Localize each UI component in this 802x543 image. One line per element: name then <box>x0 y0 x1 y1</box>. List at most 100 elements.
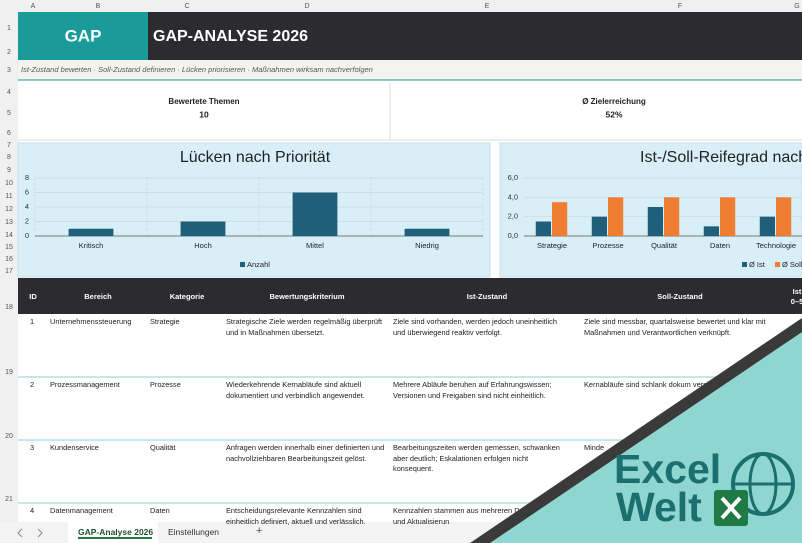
column-header: B <box>96 3 101 10</box>
row-number: 2 <box>7 49 11 56</box>
table-header: ID <box>29 292 37 301</box>
row-number: 9 <box>7 167 11 174</box>
row-number: 14 <box>5 232 13 239</box>
row-number: 15 <box>5 244 13 251</box>
table-cell: Mehrere Abläufe beruhen auf Erfahrungswi… <box>393 380 552 400</box>
table-cell: Minde <box>584 443 605 452</box>
bar <box>404 228 450 236</box>
x-tick-label: Hoch <box>194 241 212 250</box>
bar <box>703 226 719 236</box>
table-cell: Strategische Ziele werden regelmäßig übe… <box>226 317 383 337</box>
header-line: 0–5 <box>791 297 802 306</box>
table-cell: 2 <box>30 380 35 389</box>
row-number: 20 <box>5 433 13 440</box>
table-cell: Datenmanagement <box>50 506 113 515</box>
table-cell: 3 <box>30 443 35 452</box>
chart-title: Ist-/Soll-Reifegrad nach <box>640 149 802 166</box>
table-cell: Qualität <box>150 443 176 452</box>
x-tick-label: Strategie <box>537 241 567 250</box>
watermark-text: Welt <box>616 484 702 530</box>
table-cell: Strategie <box>150 317 180 326</box>
prev-sheet-icon[interactable] <box>17 528 23 538</box>
row-number: 1 <box>7 25 11 32</box>
kpi-label: Bewertete Themen <box>168 97 239 106</box>
x-tick-label: Mittel <box>306 241 324 250</box>
header-line: Ist-Zustand <box>467 292 508 301</box>
legend-swatch <box>775 262 780 267</box>
header-line: Bereich <box>84 292 112 301</box>
next-sheet-icon[interactable] <box>37 528 43 538</box>
x-tick-label: Prozesse <box>592 241 623 250</box>
row-number: 18 <box>5 304 13 311</box>
add-sheet[interactable]: + <box>256 525 263 537</box>
table-header: Ist 0–5 <box>791 287 802 306</box>
kpi-value: 10 <box>199 109 209 119</box>
chart-box <box>17 142 491 278</box>
chart-title: Lücken nach Priorität <box>180 149 331 166</box>
table-cell: Entscheidungsrelevante Kennzahlen sind e… <box>226 506 366 526</box>
excel-icon <box>720 496 742 520</box>
column-header: F <box>678 3 682 10</box>
table-cell: Prozesse <box>150 380 181 389</box>
row-number: 5 <box>7 110 11 117</box>
column-header: A <box>31 3 36 10</box>
table-cell: 4 <box>30 506 35 515</box>
table-header: Bewertungskriterium <box>269 292 344 301</box>
table-cell: Wiederkehrende Kernabläufe sind aktuell … <box>226 380 365 400</box>
row-number: 8 <box>7 154 11 161</box>
header-line: Soll-Zustand <box>657 292 703 301</box>
table-cell: Ziele sind messbar, quartalsweise bewert… <box>584 317 766 337</box>
row-number: 12 <box>5 206 13 213</box>
bar <box>591 216 607 236</box>
sheet-tab[interactable]: Einstellungen <box>168 527 220 537</box>
row-number: 3 <box>7 67 11 74</box>
page-title: GAP-ANALYSE 2026 <box>153 28 308 45</box>
kpi-value: 52% <box>605 109 622 119</box>
header-line: Kategorie <box>170 292 205 301</box>
bar <box>608 197 624 236</box>
sheet-tab[interactable]: GAP-Analyse 2026 <box>78 527 154 537</box>
column-header-bar <box>0 0 802 12</box>
row-header-bar <box>0 12 18 522</box>
bar <box>535 221 551 236</box>
table-cell: Bearbeitungszeiten werden gemessen, schw… <box>393 443 560 473</box>
table-cell: Kundenservice <box>50 443 99 452</box>
badge: GAP <box>65 26 102 45</box>
kpi-label: Ø Zielerreichung <box>582 97 646 106</box>
y-tick-label: 4 <box>25 202 29 211</box>
row-number: 17 <box>5 268 13 275</box>
title-bg <box>148 12 802 60</box>
x-tick-label: Kritisch <box>79 241 104 250</box>
legend-swatch <box>240 262 245 267</box>
header-line: Bewertungskriterium <box>269 292 344 301</box>
y-tick-label: 2,0 <box>508 212 518 221</box>
table-header-bg <box>18 278 802 314</box>
subtitle: Ist-Zustand bewerten · Soll-Zustand defi… <box>21 65 373 74</box>
table-cell: Anfragen werden innerhalb einer definier… <box>226 443 385 463</box>
row-number: 10 <box>5 180 13 187</box>
badge-bg <box>18 12 148 60</box>
header-line: Ist <box>793 287 802 296</box>
y-tick-label: 0,0 <box>508 231 518 240</box>
legend-swatch <box>742 262 747 267</box>
x-tick-label: Qualität <box>651 241 678 250</box>
bar <box>68 228 114 236</box>
table-header: Ist-Zustand <box>467 292 508 301</box>
table-cell: 1 <box>30 317 35 326</box>
y-tick-label: 4,0 <box>508 192 518 201</box>
table-cell: Ziele sind vorhanden, werden jedoch unei… <box>393 317 557 337</box>
bar <box>759 216 775 236</box>
bar <box>552 202 568 236</box>
row-number: 4 <box>7 89 11 96</box>
table-cell: Kennzahlen stammen aus mehreren Definiti… <box>393 506 554 526</box>
row-number: 13 <box>5 219 13 226</box>
legend-label: Anzahl <box>247 260 270 269</box>
bar <box>180 221 226 236</box>
column-header: G <box>794 3 799 10</box>
row-number: 16 <box>5 256 13 263</box>
y-tick-label: 6 <box>25 187 29 196</box>
table-header: Soll-Zustand <box>657 292 703 301</box>
bar <box>720 197 736 236</box>
y-tick-label: 6,0 <box>508 173 518 182</box>
